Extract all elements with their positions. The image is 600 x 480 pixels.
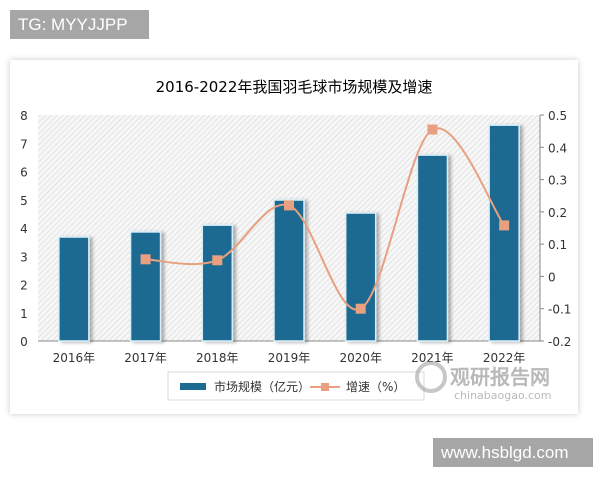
- line-marker: [355, 303, 366, 314]
- bar: [58, 236, 90, 342]
- line-marker: [499, 220, 510, 231]
- legend-bar-swatch: [180, 383, 206, 390]
- left-axis-tick: 2: [20, 279, 28, 293]
- left-axis-tick: 3: [20, 250, 28, 264]
- bar: [129, 231, 162, 342]
- right-axis-tick: 0.2: [548, 206, 567, 220]
- line-series: [140, 124, 510, 314]
- line-marker: [140, 254, 151, 265]
- legend-line-label: 增速（%）: [346, 380, 405, 394]
- right-axis-tick: 0.4: [548, 141, 567, 155]
- left-axis-tick: 8: [20, 109, 28, 123]
- right-axis-tick: -0.1: [548, 303, 571, 317]
- x-axis-label: 2018年: [196, 351, 239, 365]
- line-marker: [284, 200, 294, 211]
- x-axis-label: 2017年: [124, 351, 167, 365]
- chart-title: 2016-2022年我国羽毛球市场规模及增速: [156, 78, 433, 96]
- left-axis-tick: 5: [20, 194, 28, 208]
- left-axis: 0 1 2 3 4 5 6 7 8: [20, 109, 28, 349]
- x-axis-label: 2022年: [483, 351, 526, 365]
- right-axis: -0.2 -0.1 0 0.1 0.2 0.3 0.4 0.5: [539, 109, 571, 349]
- right-axis-tick: -0.2: [548, 335, 571, 349]
- left-axis-tick: 4: [20, 222, 28, 236]
- legend-bar-label: 市场规模（亿元）: [214, 379, 310, 394]
- line-marker: [427, 124, 438, 135]
- bar: [488, 124, 520, 342]
- left-axis-tick: 7: [20, 137, 28, 151]
- watermark-top-left: TG: MYYJJPP: [10, 10, 149, 39]
- right-axis-tick: 0.5: [548, 109, 567, 123]
- left-axis-tick: 0: [20, 335, 28, 349]
- bar: [273, 199, 305, 342]
- x-axis-label: 2019年: [268, 351, 311, 365]
- x-axis-label: 2016年: [53, 351, 96, 365]
- legend: 市场规模（亿元） 增速（%）: [167, 371, 425, 401]
- right-axis-tick: 0.3: [548, 174, 567, 188]
- bar-series: [58, 124, 520, 342]
- left-axis-tick: 6: [20, 166, 28, 180]
- bar: [344, 212, 377, 342]
- watermark-bottom-right: www.hsblgd.com: [433, 438, 593, 467]
- brand-cn: 观研报告网: [450, 365, 550, 389]
- right-axis-tick: 0: [548, 270, 556, 284]
- line-marker: [212, 255, 223, 266]
- bar: [201, 224, 234, 342]
- brand-watermark: 观研报告网 chinabaogao.com: [415, 361, 552, 402]
- x-axis-labels: 2016年 2017年 2018年 2019年 2020年 2021年 2022年: [53, 351, 526, 365]
- bar: [416, 154, 449, 342]
- x-axis-label: 2021年: [411, 351, 454, 365]
- left-axis-tick: 1: [20, 307, 28, 321]
- brand-en: chinabaogao.com: [454, 389, 552, 402]
- right-axis-tick: 0.1: [548, 238, 567, 252]
- x-axis-label: 2020年: [339, 351, 382, 365]
